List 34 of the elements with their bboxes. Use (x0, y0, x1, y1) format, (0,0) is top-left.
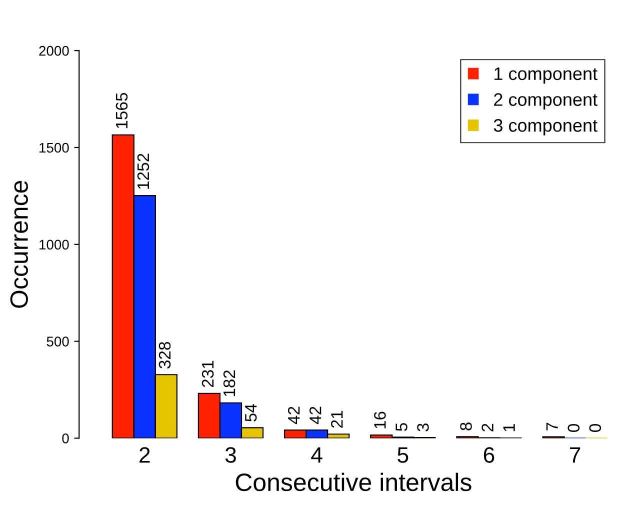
data-label: 0 (589, 424, 602, 432)
data-label: 1565 (116, 92, 128, 128)
data-label: 42 (288, 406, 300, 424)
data-label: 1252 (137, 154, 150, 189)
y-tick-label: 1500 (40, 142, 69, 153)
data-label: 8 (460, 422, 472, 430)
y-tick-label: 1000 (40, 240, 69, 250)
legend-label: 3 component (494, 119, 598, 136)
x-axis-title: Consecutive intervals (236, 472, 472, 492)
data-label: 328 (158, 342, 171, 368)
y-tick-label: 2000 (39, 46, 69, 56)
x-tick-label: 5 (398, 447, 408, 463)
data-label: 1 (503, 424, 515, 432)
data-label: 42 (309, 406, 322, 424)
data-label: 3 (417, 424, 429, 432)
y-tick-label: 0 (62, 434, 69, 444)
x-tick-label: 2 (140, 447, 150, 463)
data-label: 182 (223, 370, 236, 396)
data-label: 231 (202, 360, 214, 388)
data-label: 7 (546, 422, 558, 430)
x-tick-label: 6 (484, 447, 494, 463)
data-label: 16 (374, 412, 386, 428)
legend-label: 1 component (494, 68, 598, 84)
data-label: 21 (331, 410, 343, 428)
data-label: 54 (245, 404, 257, 422)
data-label: 5 (396, 423, 408, 432)
legend-label: 2 component (494, 93, 598, 110)
data-label: 0 (568, 424, 580, 432)
y-axis-title: Occurrence (10, 180, 28, 308)
data-label: 2 (482, 424, 494, 432)
x-tick-label: 3 (225, 447, 236, 463)
y-tick-label: 500 (46, 336, 69, 346)
x-tick-label: 4 (311, 447, 322, 463)
x-tick-label: 7 (570, 447, 580, 463)
